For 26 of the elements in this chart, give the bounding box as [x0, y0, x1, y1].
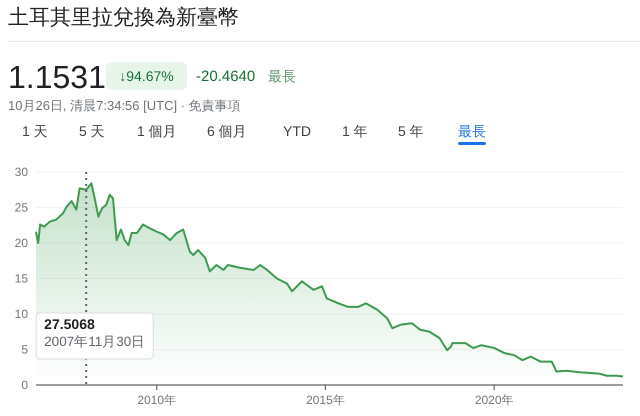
y-tick-label: 0 [21, 378, 28, 392]
text: 1 個月 [137, 123, 177, 139]
y-tick-label: 30 [14, 165, 28, 179]
y-tick-label: 10 [14, 307, 28, 321]
x-tick-label: 2015年 [306, 393, 345, 407]
text: 5 天 [79, 123, 105, 139]
text: ↓94.67% [119, 68, 174, 84]
chart-title: 土耳其里拉兌換為新臺幣 [8, 6, 239, 29]
annotation: 2007年11月30日 [44, 334, 146, 349]
text: 最長 [458, 123, 486, 139]
chart-subtitle: 1.1531 [8, 59, 106, 95]
text: 6 個月 [207, 123, 247, 139]
y-tick-label: 15 [14, 272, 28, 286]
y-tick-label: 25 [14, 200, 28, 214]
text: 最長 [268, 68, 296, 84]
annotation: 27.5068 [44, 316, 95, 332]
x-tick-label: 2020年 [474, 393, 514, 407]
text: YTD [283, 123, 311, 139]
x-tick-label: 2010年 [137, 393, 176, 407]
text: 10月26日, 清晨7:34:56 [UTC] · 免責事項 [8, 98, 241, 113]
y-tick-label: 20 [14, 236, 28, 250]
text: 5 年 [398, 123, 424, 139]
text: 1 年 [342, 123, 368, 139]
y-tick-label: 5 [21, 342, 28, 356]
text: -20.4640 [196, 68, 256, 85]
text: 1 天 [22, 123, 48, 139]
